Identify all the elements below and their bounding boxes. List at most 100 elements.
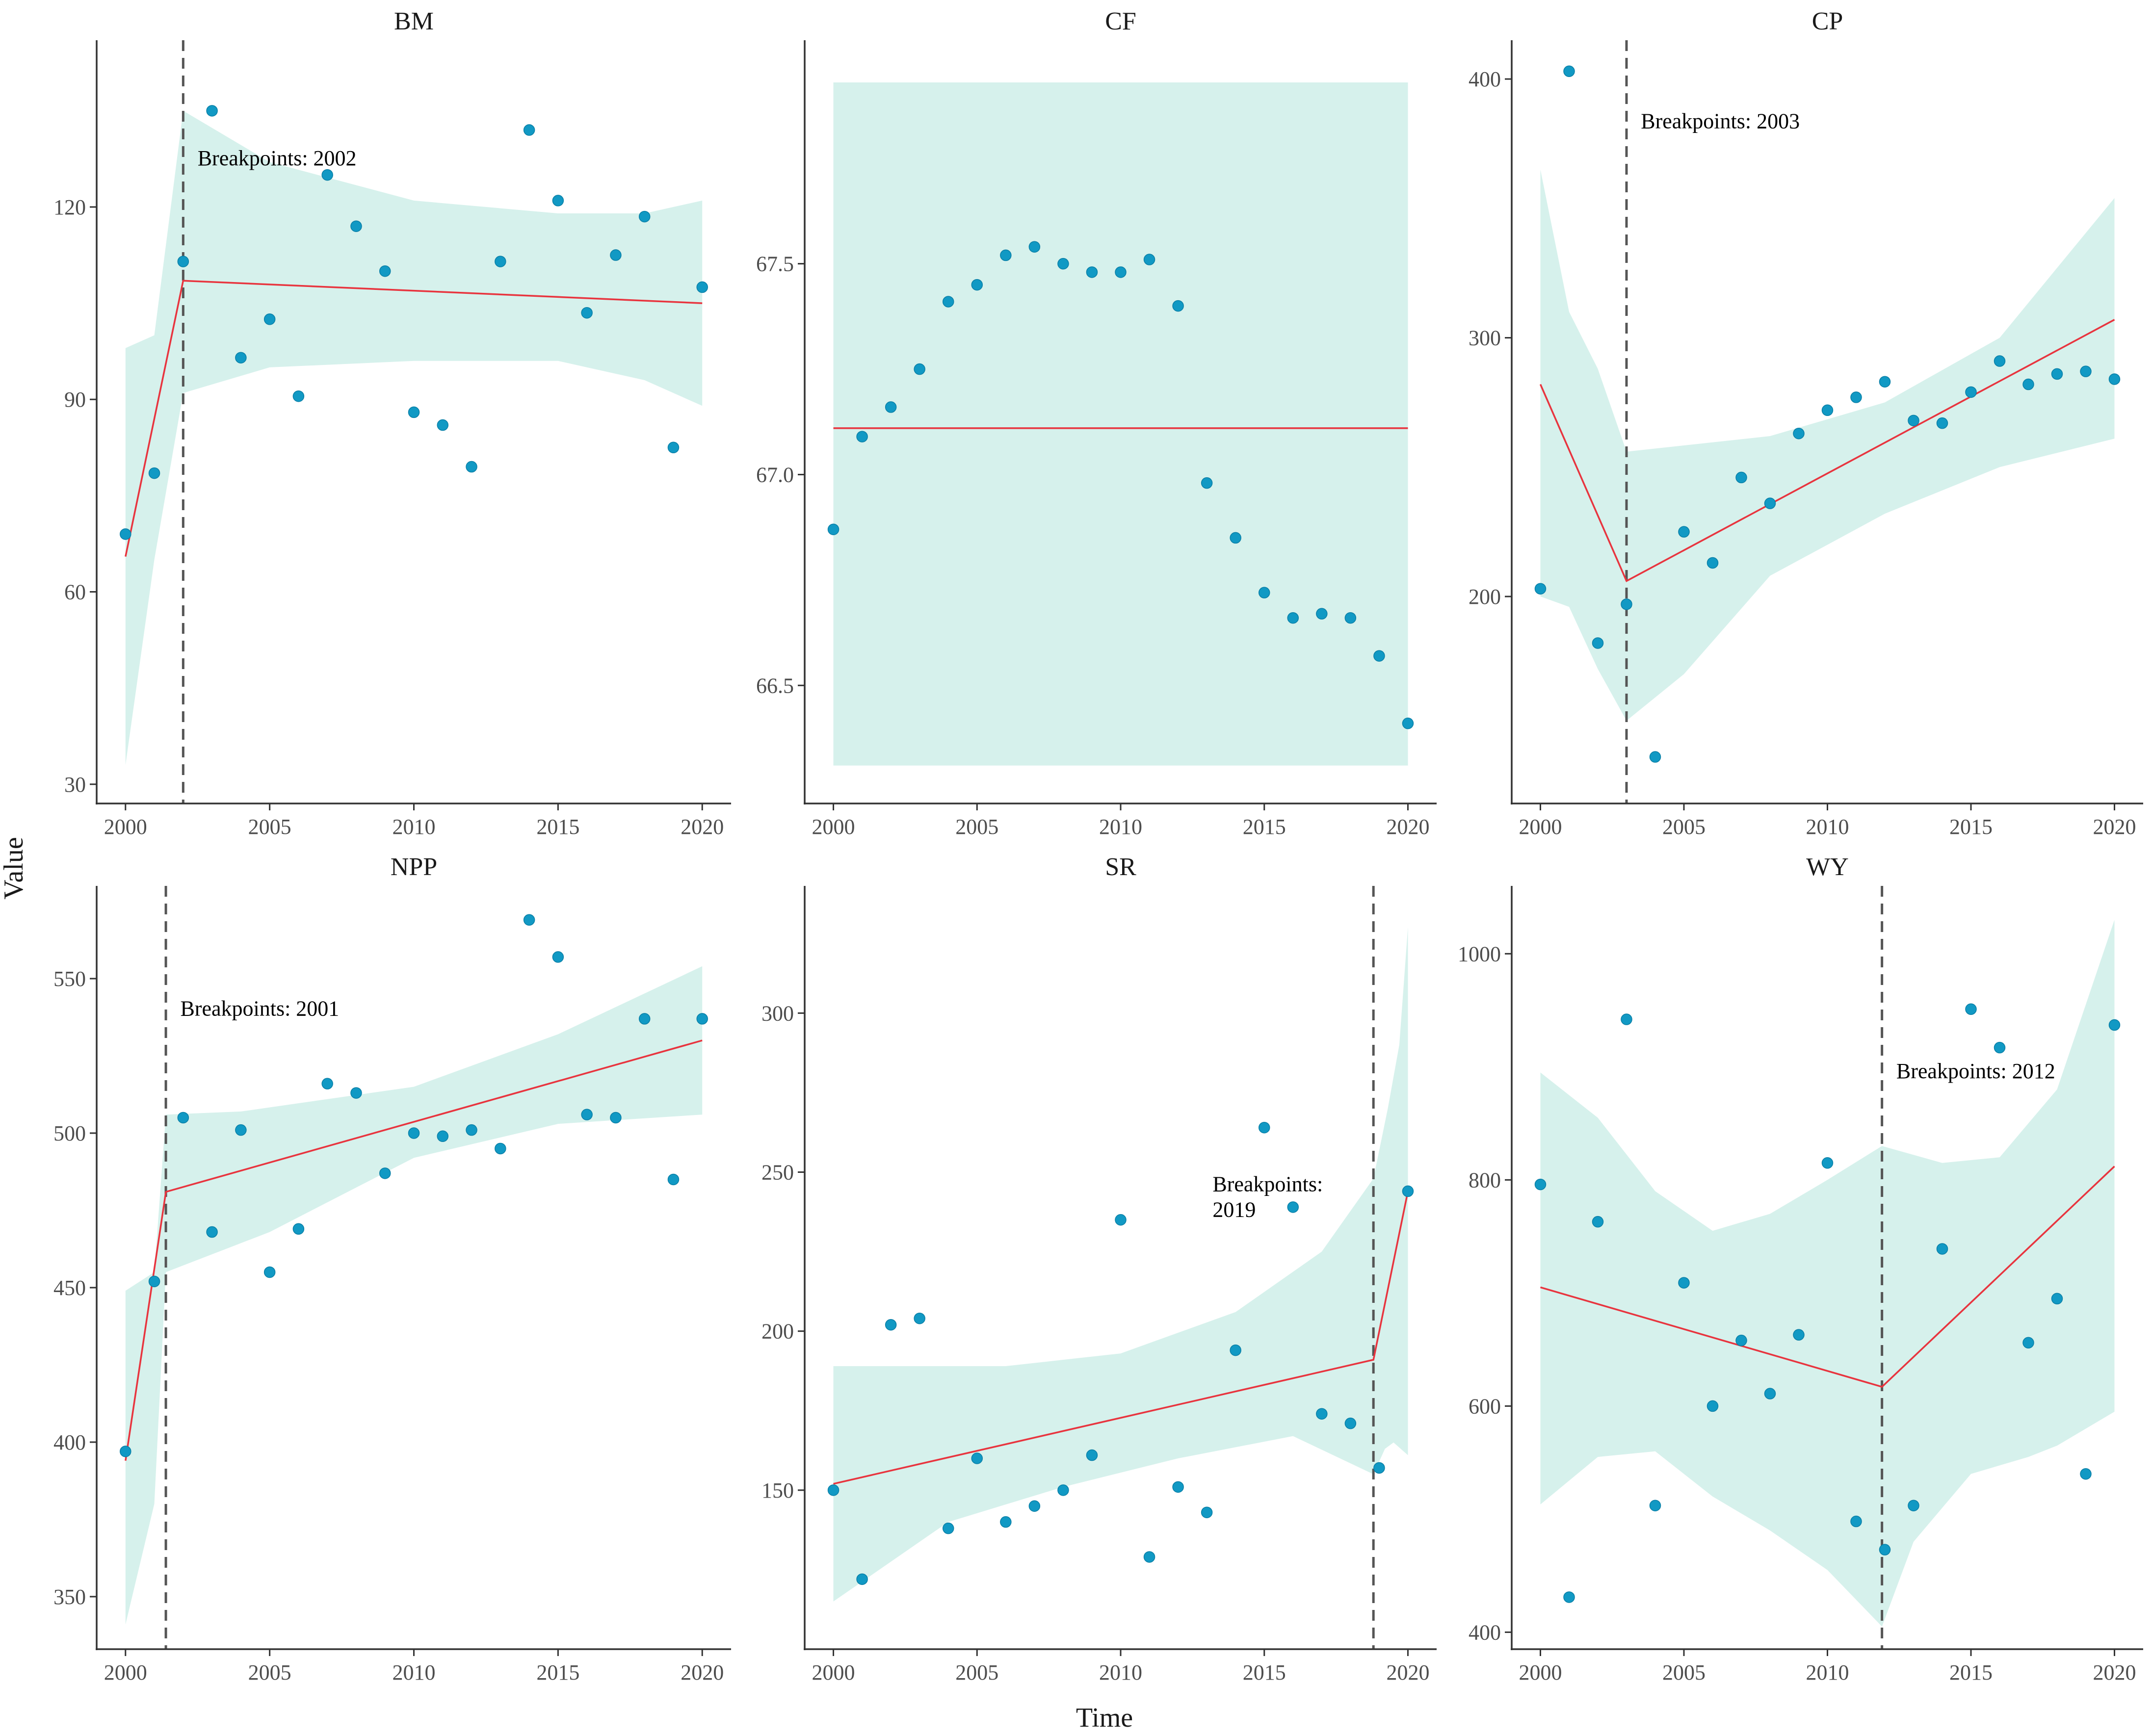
panel-bm: Breakpoints: 2002 2000 2005 2010 2015 2020 30 6…	[53, 7, 731, 839]
data-point	[1201, 1506, 1213, 1518]
x-tick-label: 2015	[536, 815, 579, 839]
data-point	[350, 220, 362, 232]
data-point	[2051, 1293, 2063, 1305]
confidence-band	[833, 927, 1408, 1602]
data-point	[1230, 532, 1241, 544]
data-point	[2080, 1468, 2092, 1480]
data-point	[148, 467, 160, 479]
breakpoint-label-line: Breakpoints: 2003	[1641, 109, 1800, 133]
data-point	[667, 441, 680, 454]
data-point	[1850, 391, 1862, 403]
data-point	[1028, 241, 1041, 253]
panel-title: SR	[1105, 853, 1136, 881]
y-tick-label: 400	[1469, 67, 1501, 91]
data-point	[1344, 1417, 1357, 1429]
data-point	[466, 461, 477, 473]
y-tick-label: 1000	[1458, 942, 1501, 966]
x-tick-label: 2000	[1519, 815, 1562, 839]
y-tick-label: 67.0	[756, 463, 794, 487]
x-tick-label: 2020	[681, 1660, 724, 1684]
panel-npp: Breakpoints: 2001 2000 2005 2010 2015 2020 350…	[53, 853, 731, 1684]
breakpoint-label-line: Breakpoints: 2002	[198, 146, 357, 170]
data-point	[581, 307, 593, 319]
x-tick-label: 2020	[1386, 815, 1429, 839]
x-tick-label: 2010	[1099, 1660, 1142, 1684]
panels-group: Breakpoints: 2002 2000 2005 2010 2015 2020 30 6…	[53, 7, 2143, 1684]
data-point	[523, 914, 535, 926]
data-point	[1678, 526, 1690, 538]
x-tick-label: 2010	[1099, 815, 1142, 839]
data-point	[1086, 1449, 1098, 1461]
confidence-band	[833, 82, 1408, 766]
data-point	[1793, 1329, 1805, 1341]
x-tick-label: 2020	[2093, 1660, 2136, 1684]
panel-cf: 2000 2005 2010 2015 2020 66.5 67.0 67.5 CF	[756, 7, 1437, 839]
data-point	[437, 1130, 449, 1142]
x-tick-label: 2015	[1949, 1660, 1993, 1684]
data-point	[1143, 1551, 1155, 1563]
breakpoint-label-line: 2019	[1212, 1197, 1256, 1221]
data-point	[1316, 1408, 1328, 1420]
data-point	[120, 1446, 131, 1457]
data-point	[235, 1124, 247, 1136]
data-point	[1706, 1400, 1719, 1412]
data-point	[942, 296, 954, 308]
x-tick-label: 2010	[1806, 1660, 1849, 1684]
data-point	[2051, 368, 2063, 380]
data-point	[914, 363, 925, 375]
x-tick-label: 2005	[955, 815, 998, 839]
x-tick-label: 2005	[248, 1660, 291, 1684]
data-point	[2080, 365, 2092, 377]
x-tick-label: 2015	[1949, 815, 1993, 839]
data-point	[1402, 717, 1414, 729]
data-point	[495, 1142, 506, 1155]
confidence-band	[125, 966, 703, 1625]
data-point	[856, 431, 868, 442]
breakpoint-label: Breakpoints: 2002	[198, 146, 357, 170]
data-point	[1000, 249, 1012, 261]
data-point	[885, 1319, 897, 1331]
data-point	[495, 256, 506, 267]
panel-sr: Breakpoints: 2019 2000 2005 2010 2015 2020 150 2…	[761, 853, 1437, 1684]
y-tick-label: 400	[53, 1430, 86, 1454]
data-point	[1879, 1544, 1891, 1555]
data-point	[1908, 415, 1919, 427]
data-point	[1373, 1462, 1385, 1474]
data-point	[1678, 1277, 1690, 1289]
data-point	[1287, 612, 1299, 624]
data-point	[971, 1452, 983, 1464]
data-point	[408, 406, 420, 418]
data-point	[1316, 608, 1328, 620]
confidence-band	[125, 110, 703, 765]
data-point	[1344, 612, 1357, 624]
data-point	[408, 1127, 420, 1139]
data-point	[1115, 266, 1127, 278]
data-point	[1028, 1500, 1041, 1512]
fit-line	[1539, 319, 2115, 582]
y-tick-label: 150	[761, 1478, 794, 1503]
breakpoint-label-line: Breakpoints: 2012	[1896, 1059, 2055, 1083]
data-point	[1172, 300, 1184, 312]
data-point	[148, 1275, 160, 1288]
data-point	[206, 1226, 218, 1238]
panel-title: CF	[1105, 7, 1136, 35]
data-point	[1258, 587, 1270, 598]
data-point	[1592, 637, 1604, 649]
data-point	[856, 1573, 868, 1585]
y-tick-label: 300	[1469, 326, 1501, 350]
data-point	[1850, 1515, 1862, 1528]
data-point	[1534, 1178, 1547, 1191]
x-tick-label: 2020	[2093, 815, 2136, 839]
data-point	[2108, 373, 2121, 385]
data-point	[1086, 266, 1098, 278]
data-point	[610, 249, 622, 261]
data-point	[610, 1112, 622, 1124]
breakpoint-label-line: Breakpoints:	[1212, 1172, 1323, 1196]
y-tick-label: 200	[761, 1320, 794, 1344]
data-point	[292, 390, 305, 402]
data-point	[1994, 1041, 2006, 1054]
data-point	[379, 265, 391, 277]
data-point	[1287, 1201, 1299, 1213]
data-point	[552, 195, 564, 207]
data-point	[1879, 376, 1891, 388]
